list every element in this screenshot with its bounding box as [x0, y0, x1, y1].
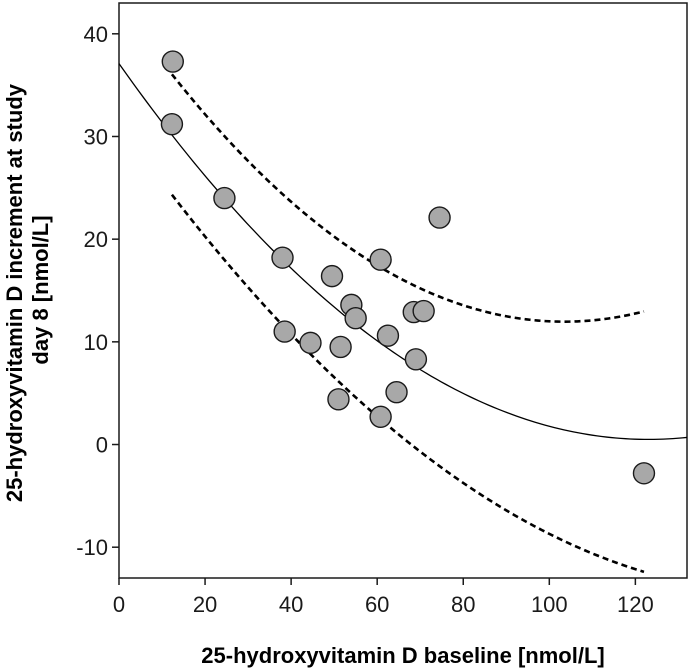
y-tick-label: 0 — [96, 433, 108, 458]
confidence-band-line — [170, 73, 645, 323]
data-point — [327, 388, 350, 411]
x-tick-label: 40 — [279, 592, 303, 617]
data-point — [320, 264, 344, 288]
y-axis-title: 25-hydroxyvitamin D increment at study d… — [2, 78, 53, 502]
fit-line — [118, 63, 688, 441]
data-point — [160, 112, 184, 136]
y-tick-label: -10 — [76, 535, 108, 560]
data-point — [329, 335, 352, 359]
data-point — [161, 50, 184, 73]
data-point — [273, 320, 296, 343]
fit-curves — [118, 63, 688, 574]
x-tick-label: 100 — [531, 592, 568, 617]
x-tick-label: 60 — [365, 592, 389, 617]
data-point — [404, 348, 428, 371]
y-tick-label: 30 — [84, 124, 108, 149]
data-point — [412, 299, 435, 323]
y-axis-ticks: -10 0 10 20 30 40 — [76, 22, 119, 560]
x-tick-label: 120 — [617, 592, 654, 617]
data-point — [385, 380, 408, 404]
data-point — [271, 246, 294, 269]
x-axis-ticks: 0 20 40 60 80 100 120 — [113, 578, 654, 617]
plot-area — [118, 2, 688, 579]
data-point — [632, 462, 656, 485]
data-point — [376, 324, 400, 347]
data-point — [428, 206, 451, 229]
y-tick-label: 20 — [84, 227, 108, 252]
x-tick-label: 80 — [451, 592, 475, 617]
x-tick-label: 20 — [193, 592, 217, 617]
y-tick-label: 40 — [84, 22, 108, 47]
data-point — [299, 331, 322, 355]
y-tick-label: 10 — [84, 330, 108, 355]
y-axis-title-line-1: 25-hydroxyvitamin D increment at study — [2, 83, 27, 502]
data-point — [344, 307, 367, 330]
data-point — [213, 186, 236, 210]
data-points — [160, 50, 656, 485]
x-axis-title: 25-hydroxyvitamin D baseline [nmol/L] — [201, 643, 604, 668]
data-point — [369, 248, 392, 271]
x-tick-label: 0 — [113, 592, 125, 617]
data-point — [369, 405, 392, 428]
y-axis-title-line-2: day 8 [nmol/L] — [28, 215, 53, 364]
confidence-band-line — [170, 193, 645, 574]
